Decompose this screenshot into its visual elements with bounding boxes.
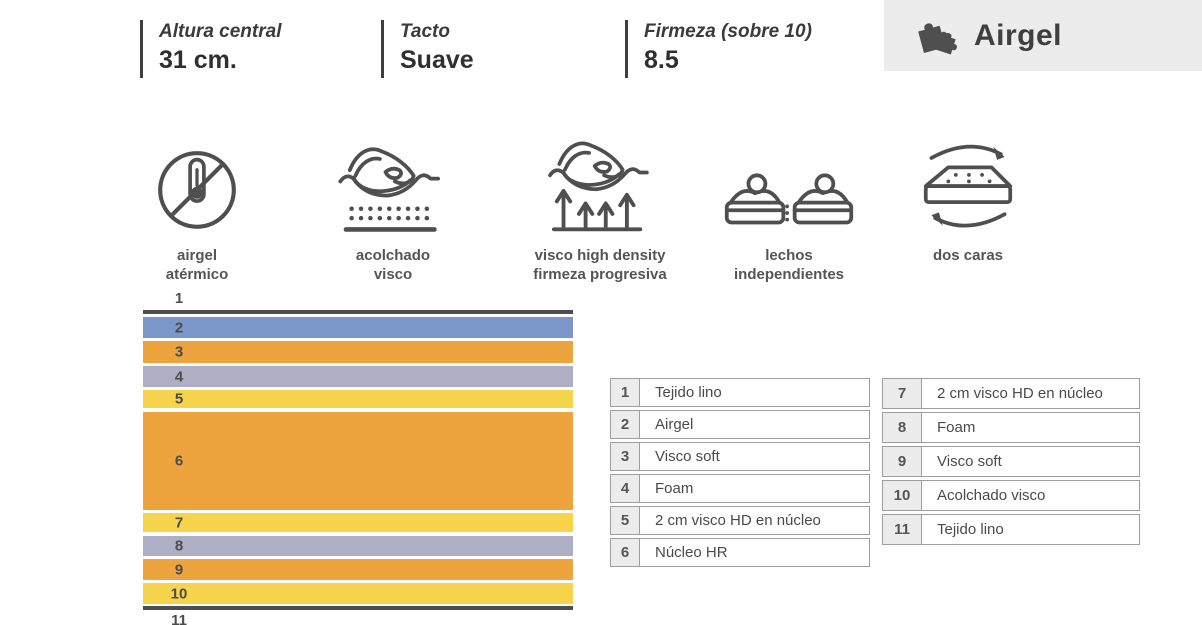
layer-band-4: 4 <box>143 366 573 387</box>
spec-value: 31 cm. <box>159 46 237 74</box>
table-row: 4 Foam <box>610 474 870 503</box>
divider-bar <box>381 20 384 78</box>
layer-band-10: 10 <box>143 583 573 604</box>
spec-firmeza: Firmeza (sobre 10) 8.5 <box>625 20 812 78</box>
layer-band-8: 8 <box>143 536 573 556</box>
feature-label: acolchado visco <box>355 247 431 283</box>
layer-band-7: 7 <box>143 513 573 532</box>
table-row: 9 Visco soft <box>882 446 1140 477</box>
spec-tacto: Tacto Suave <box>381 20 474 78</box>
spec-label: Firmeza (sobre 10) <box>644 21 812 42</box>
feature-label: visco high density firmeza progresiva <box>533 247 667 283</box>
layer-band-11 <box>143 606 573 610</box>
feature-lechos-independientes: lechos independientes <box>694 140 884 284</box>
table-row: 10 Acolchado visco <box>882 480 1140 511</box>
layer-band-5: 5 <box>143 390 573 408</box>
table-row: 11 Tejido lino <box>882 514 1140 545</box>
table-row: 1 Tejido lino <box>610 378 870 407</box>
feature-acolchado-visco: acolchado visco <box>298 140 488 284</box>
flip-mattress-icon <box>873 140 1063 236</box>
legend-table-left: 1 Tejido lino 2 Airgel 3 Visco soft 4 Foam 5… <box>610 375 870 570</box>
feature-airgel-atermico: airgel atérmico <box>102 140 292 284</box>
layer-band-9: 9 <box>143 559 573 580</box>
feature-label: airgel atérmico <box>165 247 229 283</box>
spec-label: Altura central <box>159 21 282 42</box>
spec-label: Tacto <box>400 21 450 42</box>
puzzle-pieces-icon <box>918 22 957 54</box>
layer-band-1 <box>143 310 573 314</box>
table-row: 3 Visco soft <box>610 442 870 471</box>
hand-progressive-firmness-icon <box>505 140 695 236</box>
layer-number-11: 11 <box>171 612 187 625</box>
table-row: 6 Núcleo HR <box>610 538 870 567</box>
feature-label: lechos independientes <box>733 247 845 283</box>
feature-dos-caras: dos caras <box>873 140 1063 265</box>
layer-band-3: 3 <box>143 341 573 363</box>
divider-bar <box>140 20 143 78</box>
spec-altura: Altura central 31 cm. <box>140 20 281 78</box>
layer-number-1: 1 <box>174 290 184 307</box>
divider-bar <box>625 20 628 78</box>
spec-value: Suave <box>400 46 474 74</box>
brand-box: Airgel <box>884 0 1202 71</box>
feature-visco-high-density: visco high density firmeza progresiva <box>505 140 695 284</box>
spec-value: 8.5 <box>644 46 679 74</box>
independent-beds-icon <box>694 140 884 236</box>
brand-name: Airgel <box>974 18 1063 52</box>
layer-band-6: 6 <box>143 412 573 510</box>
table-row: 8 Foam <box>882 412 1140 443</box>
table-row: 2 Airgel <box>610 410 870 439</box>
feature-label: dos caras <box>932 247 1004 264</box>
no-heat-thermometer-icon <box>102 140 292 236</box>
layer-band-2: 2 <box>143 317 573 338</box>
hand-quilting-icon <box>298 140 488 236</box>
